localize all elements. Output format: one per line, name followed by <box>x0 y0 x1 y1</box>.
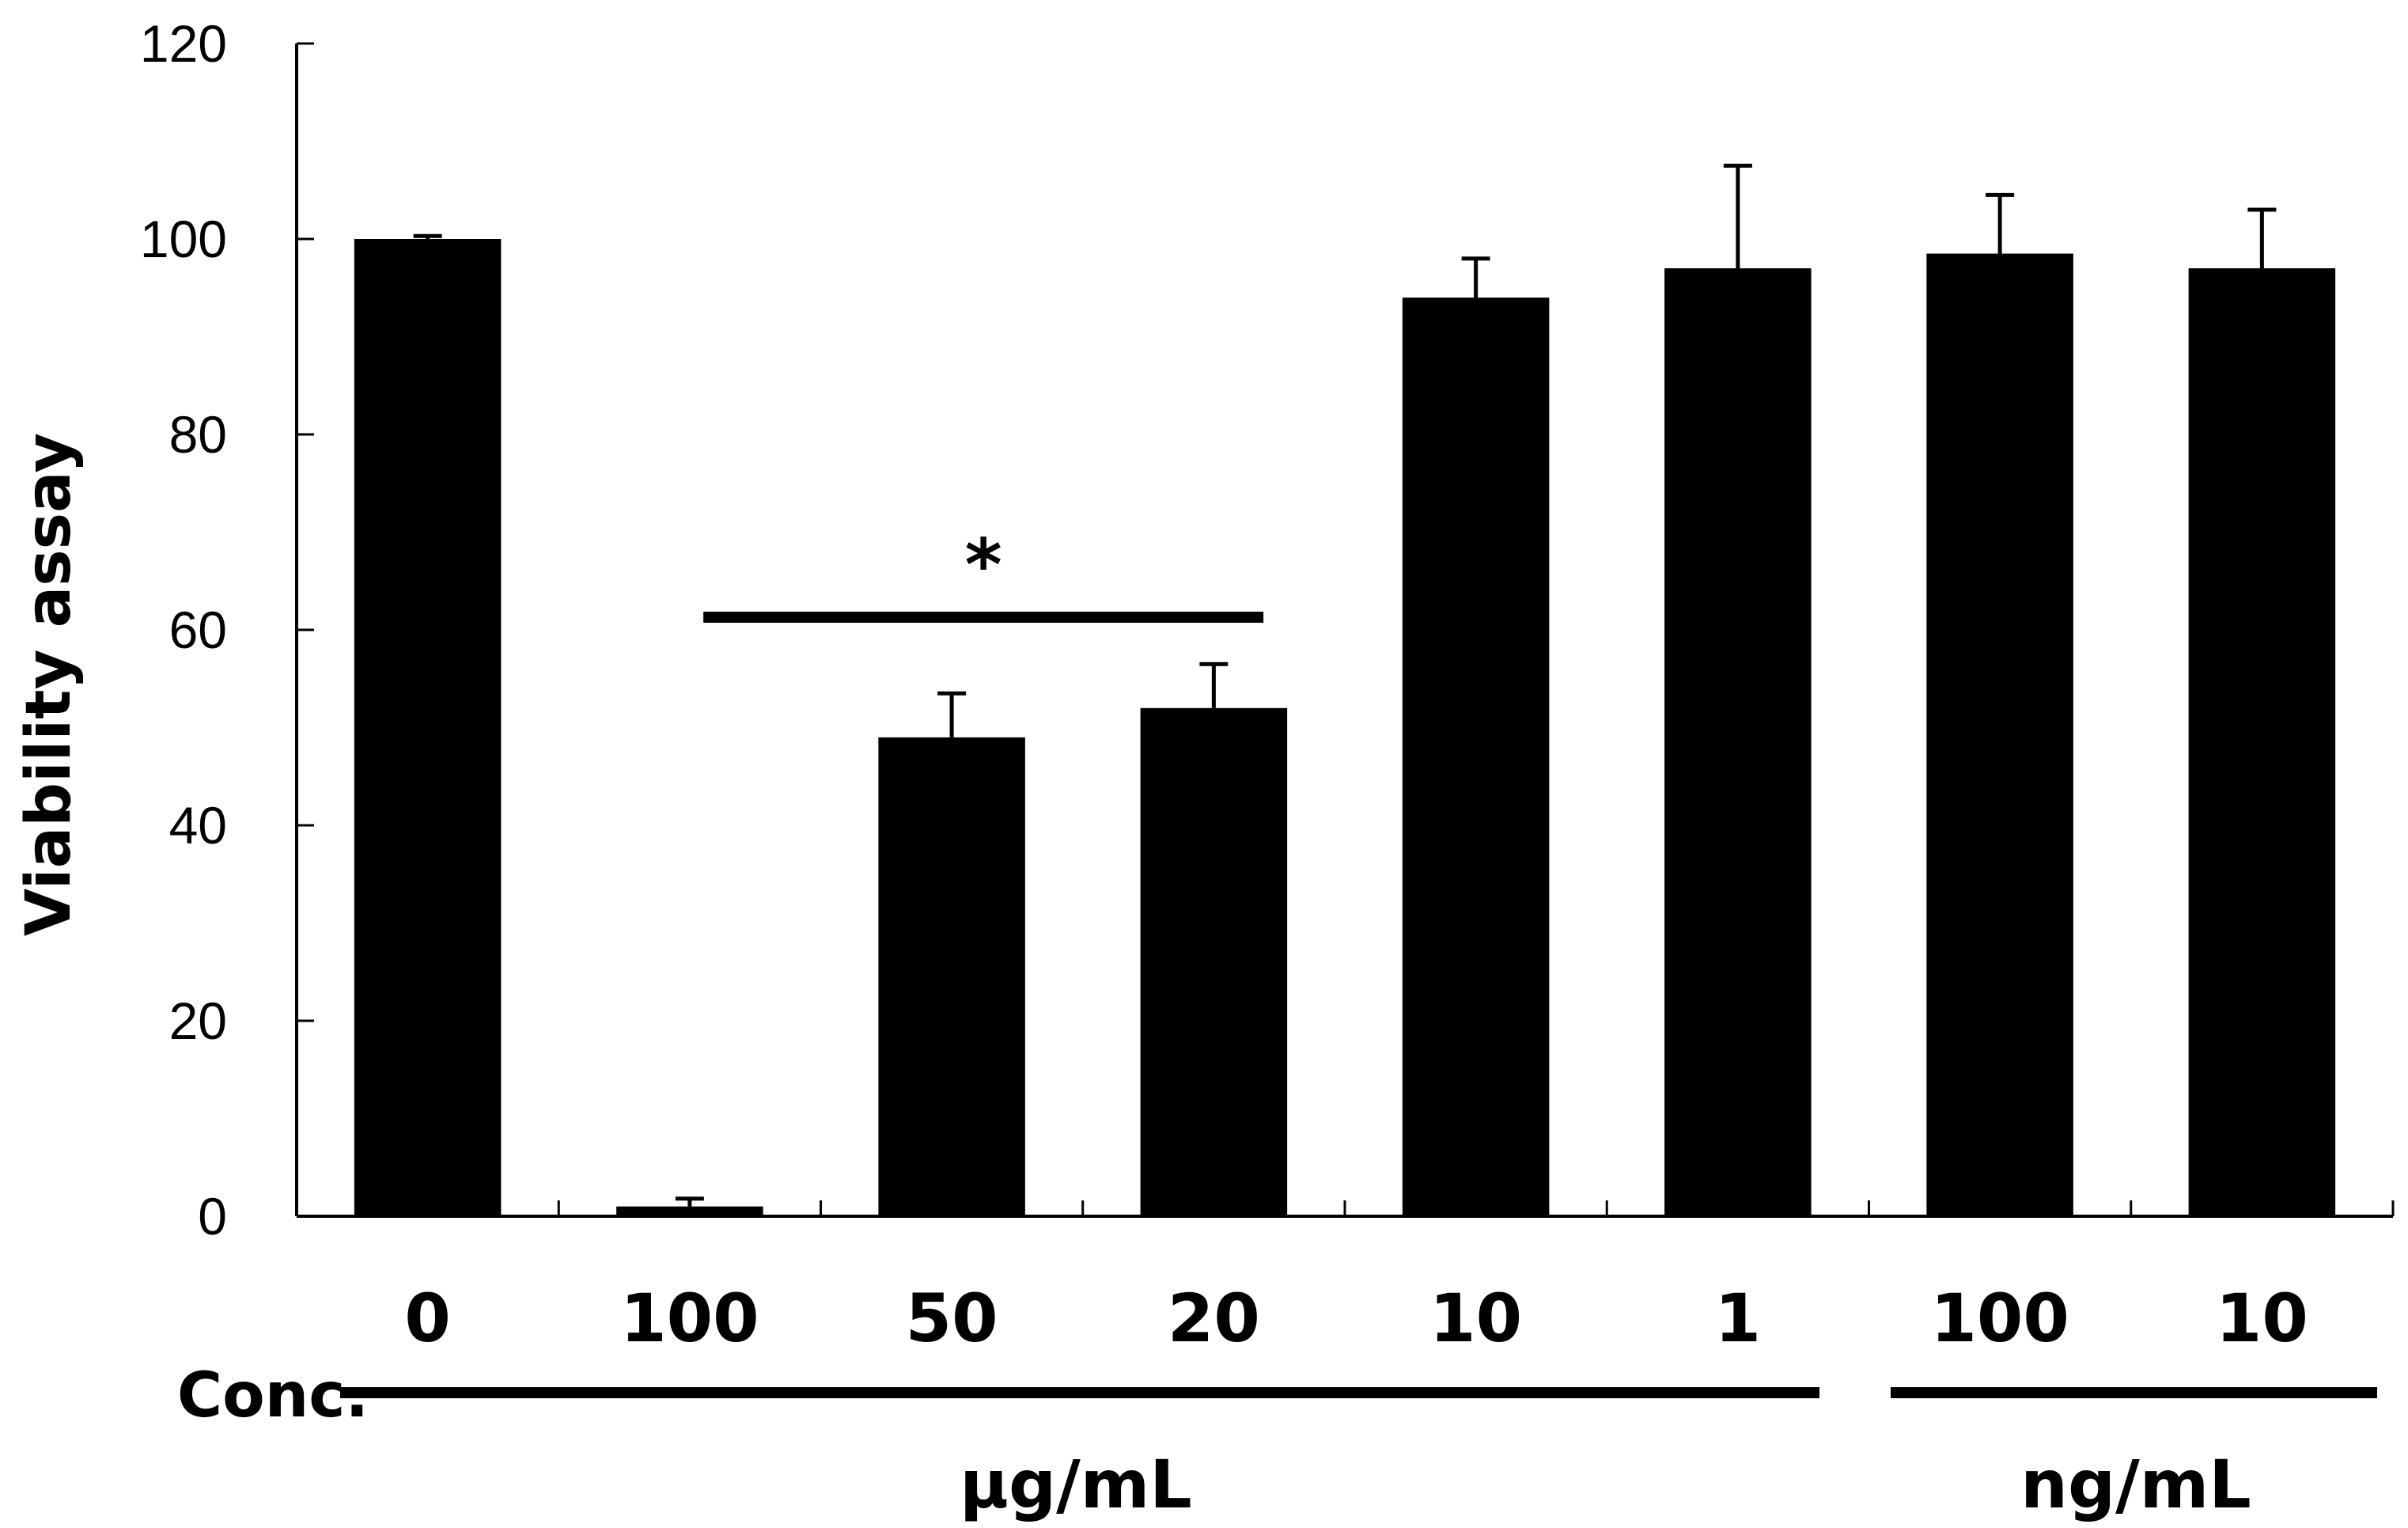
unit-label-ng: ng/mL <box>2020 1446 2251 1523</box>
bar <box>878 737 1025 1216</box>
bar <box>1140 707 1288 1216</box>
bar <box>1926 253 2073 1216</box>
category-label: 100 <box>620 1280 759 1357</box>
bar <box>616 1206 763 1216</box>
y-tick-label: 0 <box>198 1187 227 1246</box>
y-tick-label: 40 <box>169 796 227 855</box>
annotations: * <box>703 524 1264 623</box>
category-label: 10 <box>1429 1280 1522 1357</box>
y-tick-label: 80 <box>169 405 227 464</box>
y-tick-label: 120 <box>140 14 227 73</box>
bar <box>354 239 502 1216</box>
category-labels: 0 100 50 20 10 1 100 10 <box>404 1280 2308 1357</box>
y-axis-title: Viability assay <box>13 433 85 936</box>
category-label: 1 <box>1715 1280 1761 1357</box>
category-label: 20 <box>1168 1280 1260 1357</box>
bar <box>1664 268 1812 1216</box>
y-tick-label: 100 <box>140 210 227 268</box>
error-bars <box>413 163 2277 1207</box>
y-tick-label: 60 <box>169 601 227 659</box>
significance-star: * <box>965 524 1002 607</box>
axes <box>295 44 2395 1218</box>
bars <box>354 239 2336 1217</box>
unit-label-ug: µg/mL <box>960 1446 1192 1523</box>
y-tick-label: 20 <box>169 991 227 1050</box>
category-label: 50 <box>906 1280 998 1357</box>
unit-groups: µg/mL ng/mL <box>340 1387 2377 1523</box>
category-label: 10 <box>2216 1280 2308 1357</box>
category-label: 100 <box>1930 1280 2069 1357</box>
bar <box>2188 268 2336 1216</box>
bar <box>1402 298 1550 1217</box>
y-ticks: 0 20 40 60 80 100 120 <box>140 14 314 1246</box>
category-label: 0 <box>404 1280 450 1357</box>
x-axis-title: Conc. <box>177 1360 369 1431</box>
